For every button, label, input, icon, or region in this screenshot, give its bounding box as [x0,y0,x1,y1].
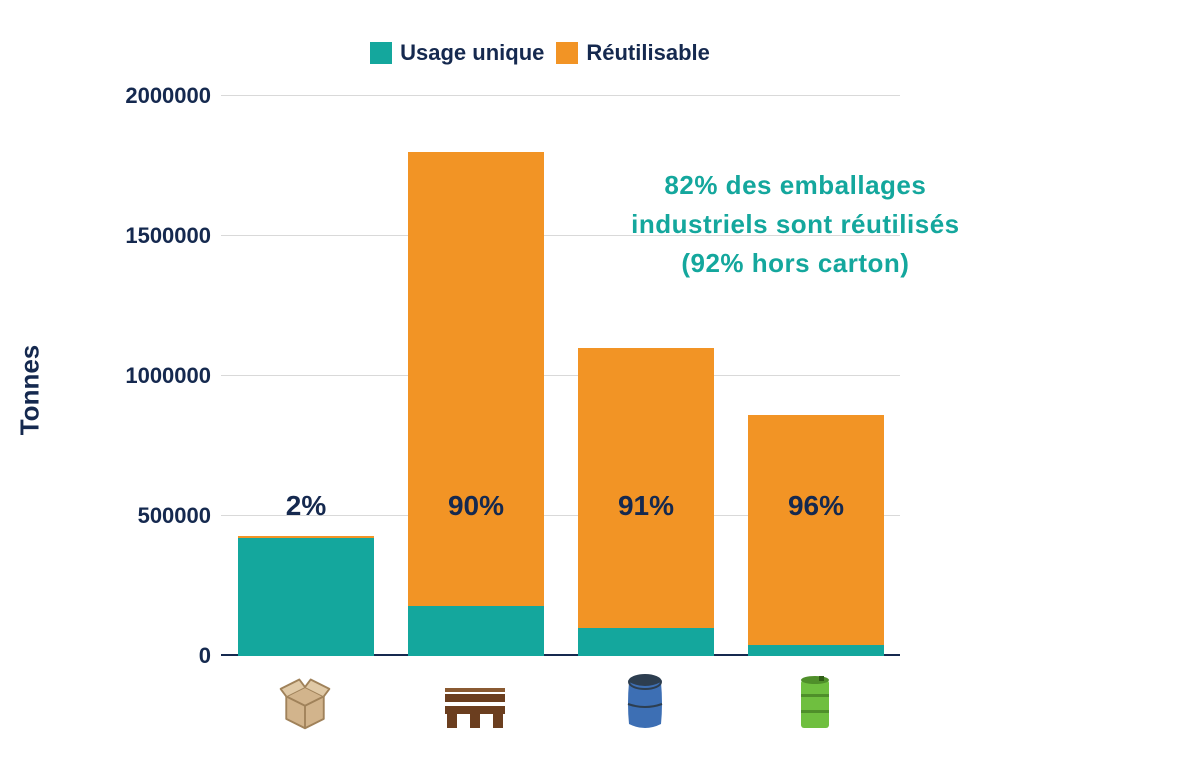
bar-segment-reusable [408,152,544,606]
barrel-icon [625,674,665,732]
y-tick-label: 1000000 [101,363,211,389]
drum-icon [795,674,835,732]
legend-swatch [370,42,392,64]
bar-percent-label: 90% [448,490,504,522]
bar-segment-unique [578,628,714,656]
bar-segment-reusable [578,348,714,628]
legend-swatch [556,42,578,64]
legend-item-usage-unique: Usage unique [370,40,544,66]
y-tick-label: 2000000 [101,83,211,109]
bar-segment-reusable [238,536,374,539]
bar-segment-unique [238,538,374,656]
pallet-icon [443,688,507,732]
legend-label: Réutilisable [586,40,709,66]
bar-percent-label: 96% [788,490,844,522]
bar-chart: Usage unique Réutilisable Tonnes 0500000… [90,40,990,740]
plot-area: 0500000100000015000002000000 2%90%91%96%… [220,96,900,656]
summary-annotation: 82% des emballages industriels sont réut… [615,166,975,283]
legend: Usage unique Réutilisable [90,40,990,66]
legend-item-reutilisable: Réutilisable [556,40,709,66]
y-axis-label: Tonnes [15,345,46,436]
y-tick-label: 500000 [101,503,211,529]
box-icon [275,672,335,732]
bar-percent-label: 91% [618,490,674,522]
bar-segment-unique [748,645,884,656]
bar-percent-label: 2% [286,490,326,522]
bar-segment-unique [408,606,544,656]
y-tick-label: 0 [101,643,211,669]
legend-label: Usage unique [400,40,544,66]
bar-segment-reusable [748,415,884,645]
y-tick-label: 1500000 [101,223,211,249]
x-axis-icons [220,662,900,732]
